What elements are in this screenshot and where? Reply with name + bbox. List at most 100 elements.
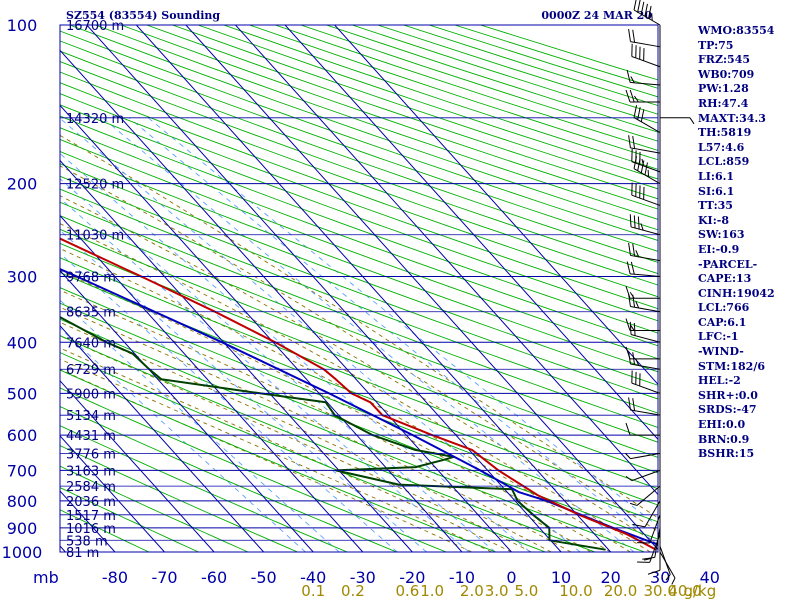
wind-barb — [633, 105, 661, 134]
temperature-tick-label: -70 — [151, 568, 177, 587]
wind-barb-staff — [649, 514, 661, 544]
mixing-ratio-line — [128, 117, 658, 546]
wind-barb — [633, 0, 661, 26]
mixing-ratio-line — [60, 252, 398, 552]
pressure-tick-label: 900 — [7, 519, 38, 538]
wind-barb — [637, 514, 661, 544]
isotherm — [60, 159, 413, 552]
height-label: 5900 m — [66, 387, 116, 402]
wind-barb-flag — [637, 158, 641, 171]
height-label: 3163 m — [66, 464, 116, 479]
index-item: STM:182/6 — [698, 359, 765, 373]
height-label: 1016 m — [66, 522, 116, 537]
index-item: L57:4.6 — [698, 140, 745, 154]
index-item: EI:-0.9 — [698, 242, 740, 256]
wind-barb-staff — [649, 533, 661, 563]
wind-barb-staff — [631, 161, 661, 173]
wind-barb-flag — [632, 29, 636, 43]
wind-barb — [626, 70, 661, 86]
mixing-ratio-line — [60, 229, 427, 552]
wind-barb — [637, 533, 661, 563]
isotherm — [235, 25, 658, 496]
temperature-tick-label: -50 — [251, 568, 277, 587]
mixing-ratio-label: 0.6 — [395, 582, 419, 600]
index-item: LI:6.1 — [698, 169, 735, 183]
temperature-tick-label: -30 — [350, 568, 376, 587]
wind-barb-flag — [625, 475, 633, 482]
valid-time: 0000Z 24 MAR 20 — [541, 9, 652, 22]
pressure-tick-label: 600 — [7, 426, 38, 445]
wind-barb-flag — [633, 95, 639, 103]
wind-barb-flag — [626, 261, 631, 274]
wind-barb-staff — [630, 409, 661, 416]
dewpoint-trace — [60, 316, 606, 551]
wind-barb-flag — [647, 569, 661, 575]
wind-barb-flag — [642, 556, 655, 560]
mixing-ratio-label: 3.0 — [485, 582, 509, 600]
isotherm — [86, 25, 562, 552]
mixing-ratio-line — [60, 197, 470, 552]
height-label: 2036 m — [66, 495, 116, 510]
index-item: -WIND- — [698, 345, 744, 359]
temperature-tick-label: -10 — [449, 568, 475, 587]
wind-barb — [625, 452, 661, 460]
height-label: 11030 m — [66, 229, 124, 244]
wind-barb — [628, 293, 661, 313]
wind-barb-flag — [628, 242, 631, 256]
isotherm — [60, 435, 165, 552]
isotherm — [334, 25, 658, 386]
temperature-tick-label: -40 — [300, 568, 326, 587]
temperature-tick-label: 0 — [506, 568, 516, 587]
wind-barb — [629, 485, 661, 506]
wind-barb-staff — [636, 485, 661, 506]
wind-barb-flag — [632, 243, 636, 257]
wind-barb-flag — [628, 29, 631, 42]
wind-barb-flag — [640, 109, 645, 122]
isotherm — [60, 380, 215, 552]
wind-barb-staff — [633, 168, 661, 185]
plot-area — [60, 25, 658, 552]
index-item: BSHR:15 — [698, 447, 755, 461]
wind-barb-flag — [629, 502, 638, 506]
wind-barb-flag — [689, 117, 695, 125]
index-item: FRZ:545 — [698, 53, 751, 67]
wind-barb-flag — [632, 294, 636, 308]
temperature-tick-label: 20 — [600, 568, 620, 587]
wind-barb-staff — [630, 226, 661, 236]
height-label: 16700 m — [66, 19, 124, 34]
pressure-tick-label: 400 — [7, 333, 38, 352]
isotherm — [60, 104, 463, 552]
height-label: 5134 m — [66, 409, 116, 424]
wind-barb — [625, 346, 660, 360]
wind-barb-staff — [633, 117, 661, 134]
pressure-tick-label: 700 — [7, 461, 38, 480]
wind-barb — [660, 117, 695, 125]
wind-barb-staff — [633, 9, 661, 26]
wind-barb-flag — [648, 5, 652, 19]
index-item: CAPE:13 — [698, 272, 752, 286]
wind-barb-flag — [632, 523, 646, 528]
index-item: LCL:859 — [698, 155, 750, 169]
wind-barb-staff — [630, 41, 661, 48]
mixing-ratio-line — [60, 327, 306, 552]
temperature-tick-label: -80 — [102, 568, 128, 587]
wind-barb-staff — [630, 363, 661, 370]
isotherm — [60, 49, 512, 552]
wind-barb-flag — [640, 223, 644, 231]
index-item: HEL:-2 — [698, 374, 741, 388]
mixing-ratio-label: 1.0 — [420, 582, 444, 600]
wind-barb-flag — [632, 398, 636, 411]
wind-barb-staff — [659, 551, 676, 579]
mixing-ratio-label: 10.0 — [559, 582, 592, 600]
mixing-ratio-line — [60, 117, 581, 552]
index-item: BRN:0.9 — [698, 432, 750, 446]
axis-unit-label: mb — [33, 568, 59, 587]
wind-barb — [628, 242, 661, 262]
wind-barb-staff — [630, 334, 661, 343]
wind-barb-flag — [628, 293, 631, 307]
index-item: RH:47.4 — [698, 96, 749, 110]
temperature-trace — [60, 237, 657, 551]
wind-barb-staff — [631, 382, 661, 394]
height-label: 8635 m — [66, 306, 116, 321]
